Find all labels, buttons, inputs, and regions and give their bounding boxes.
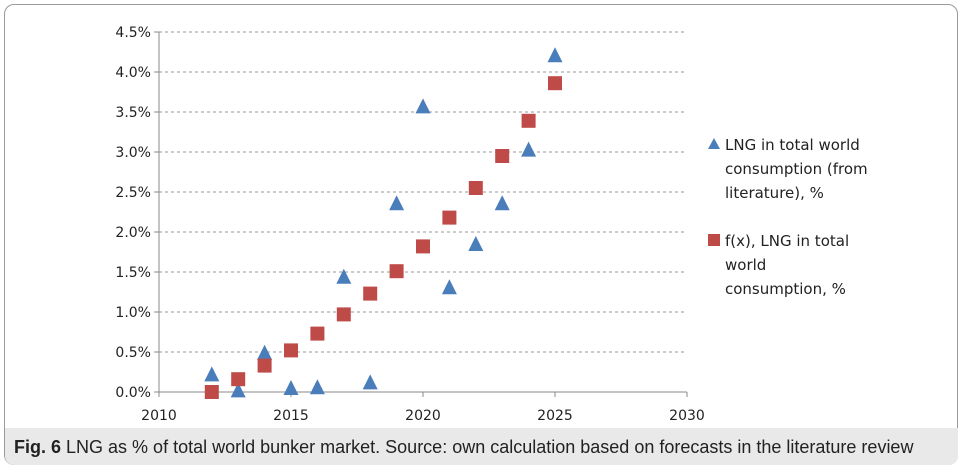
triangle-point — [415, 98, 431, 114]
square-point — [521, 113, 536, 128]
triangle-point — [441, 279, 457, 295]
y-tick-label: 0.0% — [115, 385, 151, 401]
figure-caption: Fig. 6 LNG as % of total world bunker ma… — [14, 432, 954, 462]
triangle-point — [547, 47, 563, 63]
square-point — [468, 181, 483, 195]
square-point — [389, 264, 404, 279]
legend-label-line: consumption, % — [725, 280, 846, 298]
square-point — [310, 326, 325, 341]
square-point — [363, 286, 378, 301]
x-tick-labels: 2010 2015 2020 2025 2030 — [141, 408, 705, 424]
triangle-point — [309, 379, 325, 395]
y-tick-label: 1.5% — [115, 265, 151, 281]
triangle-point — [362, 374, 378, 390]
y-tick-label: 4.0% — [115, 65, 151, 81]
square-point — [231, 372, 246, 387]
legend-triangle-marker — [708, 138, 720, 149]
x-tick-label: 2030 — [669, 408, 705, 424]
triangle-point — [336, 268, 352, 284]
y-tick-label: 1.0% — [115, 305, 151, 321]
x-tick-label: 2020 — [405, 408, 441, 424]
x-tick-label: 2010 — [141, 408, 177, 424]
axes — [154, 31, 688, 397]
triangle-point — [389, 195, 405, 211]
square-point — [548, 76, 562, 91]
gridlines — [159, 31, 687, 353]
legend-label-line: literature), % — [725, 184, 824, 202]
triangle-point — [494, 195, 510, 211]
y-tick-labels: 0.0% 0.5% 1.0% 1.5% 2.0% 2.5% 3.0% 3.5% 4.0% 4.5% — [115, 25, 151, 401]
figure-frame — [4, 4, 958, 465]
square-point — [442, 210, 457, 225]
legend-entry: LNG in total world consumption (from liter… — [708, 136, 868, 202]
caption-label: Fig. 6 — [14, 437, 62, 457]
legend-label-line: consumption (from — [725, 160, 868, 178]
y-tick-label: 2.0% — [115, 225, 151, 241]
square-point — [204, 385, 219, 399]
y-tick-label: 4.5% — [115, 25, 151, 41]
triangle-point — [204, 366, 220, 382]
legend-entry: f(x), LNG in total world consumption, % — [708, 232, 849, 298]
x-tick-label: 2025 — [537, 408, 573, 424]
triangle-point — [521, 141, 537, 157]
square-point — [284, 343, 298, 358]
caption-text: LNG as % of total world bunker market. S… — [66, 437, 914, 457]
triangle-point — [230, 382, 246, 398]
triangle-point — [283, 380, 299, 395]
y-tick-label: 3.5% — [115, 105, 151, 121]
square-point — [336, 307, 351, 322]
data-points — [204, 47, 563, 399]
x-tick-label: 2015 — [273, 408, 309, 424]
square-point — [416, 239, 430, 254]
y-tick-label: 0.5% — [115, 345, 151, 361]
triangle-point — [257, 344, 273, 360]
triangle-point — [468, 236, 484, 251]
legend-label-line: f(x), LNG in total — [725, 232, 849, 250]
legend-square-marker — [708, 234, 720, 246]
y-tick-label: 2.5% — [115, 185, 151, 201]
y-tick-label: 3.0% — [115, 145, 151, 161]
caption-bar — [5, 428, 958, 465]
legend-label-line: world — [725, 256, 766, 274]
square-point — [257, 358, 272, 373]
legend-label-line: LNG in total world — [725, 136, 860, 154]
legend: LNG in total world consumption (from liter… — [708, 136, 868, 298]
square-point — [495, 149, 510, 163]
